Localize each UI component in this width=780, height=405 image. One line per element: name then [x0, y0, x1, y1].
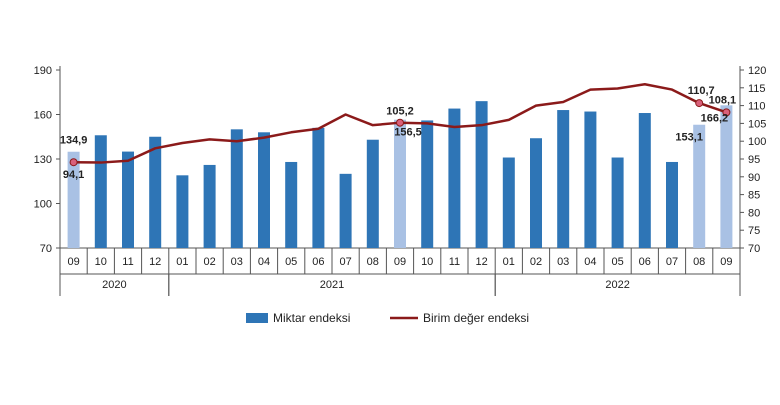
- bar-miktar-5: [203, 164, 216, 248]
- month-tick-label: 07: [339, 256, 351, 268]
- bar-miktar-4: [176, 175, 189, 248]
- bar-miktar-13: [421, 120, 434, 248]
- right-axis-tick-label: 100: [748, 136, 766, 148]
- month-tick-label: 10: [95, 256, 107, 268]
- data-label-birim-23: 110,7: [688, 85, 715, 97]
- month-tick-label: 06: [312, 256, 324, 268]
- left-axis-tick-label: 70: [40, 243, 52, 255]
- axes: 7010013016019070758085909510010511011512…: [34, 65, 766, 296]
- month-tick-label: 03: [557, 256, 569, 268]
- right-axis-tick-label: 90: [748, 172, 760, 184]
- month-tick-label: 05: [285, 256, 297, 268]
- left-axis-tick-label: 100: [34, 199, 52, 211]
- right-axis-tick-label: 85: [748, 190, 760, 202]
- data-label-birim-12: 105,2: [386, 106, 414, 118]
- month-tick-label: 05: [611, 256, 623, 268]
- month-tick-label: 12: [149, 256, 161, 268]
- bar-miktar-0: [67, 151, 80, 248]
- month-tick-label: 08: [693, 256, 705, 268]
- right-axis-tick-label: 70: [748, 243, 760, 255]
- right-axis-tick-label: 120: [748, 65, 766, 77]
- month-tick-label: 09: [394, 256, 406, 268]
- data-label-miktar-24: 166,2: [701, 112, 729, 124]
- bar-miktar-7: [258, 132, 270, 248]
- legend-label-miktar: Miktar endeksi: [273, 311, 350, 325]
- data-label-birim-0: 94,1: [63, 169, 84, 181]
- data-label-birim-24: 108,1: [709, 94, 737, 106]
- bar-miktar-10: [339, 173, 352, 248]
- bar-miktar-21: [638, 113, 651, 249]
- bar-miktar-12: [394, 119, 406, 248]
- month-tick-label: 07: [666, 256, 678, 268]
- left-axis-tick-label: 130: [34, 154, 52, 166]
- bar-miktar-17: [530, 138, 542, 248]
- left-axis-tick-label: 160: [34, 110, 52, 122]
- month-tick-label: 01: [503, 256, 515, 268]
- month-tick-label: 02: [530, 256, 542, 268]
- data-label-miktar-12: 156,5: [394, 127, 422, 139]
- month-tick-label: 04: [584, 256, 596, 268]
- right-axis-tick-label: 75: [748, 225, 760, 237]
- data-label-miktar-23: 153,1: [675, 132, 703, 144]
- month-tick-label: 06: [639, 256, 651, 268]
- bar-miktar-1: [94, 135, 107, 248]
- data-labels: 134,9 94,1 105,2 156,5 110,7 153,1 108,1 166,2: [60, 85, 736, 181]
- month-tick-label: 09: [720, 256, 732, 268]
- month-tick-label: 11: [122, 256, 133, 268]
- month-tick-label: 03: [231, 256, 243, 268]
- year-tick-label: 2020: [102, 279, 126, 291]
- legend-label-birim: Birim değer endeksi: [423, 311, 529, 325]
- bar-miktar-15: [475, 101, 488, 249]
- bar-miktar-20: [611, 157, 624, 248]
- bar-miktar-9: [312, 127, 325, 248]
- legend: Miktar endeksi Birim değer endeksi: [246, 311, 529, 325]
- data-label-miktar-0: 134,9: [60, 135, 88, 147]
- line-marker-0: [69, 158, 78, 167]
- right-axis-tick-label: 115: [748, 83, 766, 95]
- bar-miktar-6: [230, 129, 243, 248]
- line-marker-12: [396, 118, 404, 127]
- bar-miktar-14: [448, 108, 461, 248]
- bar-miktar-19: [584, 111, 597, 249]
- line-series: [69, 82, 731, 167]
- legend-swatch-miktar: [246, 313, 268, 323]
- year-tick-label: 2021: [320, 279, 344, 291]
- bar-miktar-8: [285, 161, 298, 248]
- right-axis-tick-label: 105: [748, 118, 766, 130]
- month-tick-label: 10: [421, 256, 433, 268]
- year-tick-label: 2022: [605, 279, 629, 291]
- bar-miktar-11: [366, 139, 379, 248]
- line-marker-23: [695, 99, 704, 108]
- month-tick-label: 09: [67, 256, 79, 268]
- bar-miktar-16: [502, 157, 515, 248]
- bar-miktar-3: [149, 136, 162, 248]
- bar-miktar-22: [666, 161, 678, 248]
- month-tick-label: 12: [475, 256, 487, 268]
- line-marker-24: [722, 108, 731, 117]
- bar-miktar-24: [720, 105, 733, 248]
- month-tick-label: 04: [258, 256, 270, 268]
- month-tick-label: 11: [449, 256, 460, 268]
- bar-miktar-2: [122, 151, 134, 248]
- month-tick-label: 08: [367, 256, 379, 268]
- right-axis-tick-label: 80: [748, 207, 760, 219]
- left-axis-tick-label: 190: [34, 65, 52, 77]
- bar-series: [67, 101, 733, 249]
- month-tick-label: 02: [203, 256, 215, 268]
- bar-miktar-23: [693, 124, 706, 248]
- right-axis-tick-label: 110: [748, 101, 766, 113]
- right-axis-tick-label: 95: [748, 154, 760, 166]
- month-tick-label: 01: [176, 256, 188, 268]
- bar-miktar-18: [557, 110, 570, 248]
